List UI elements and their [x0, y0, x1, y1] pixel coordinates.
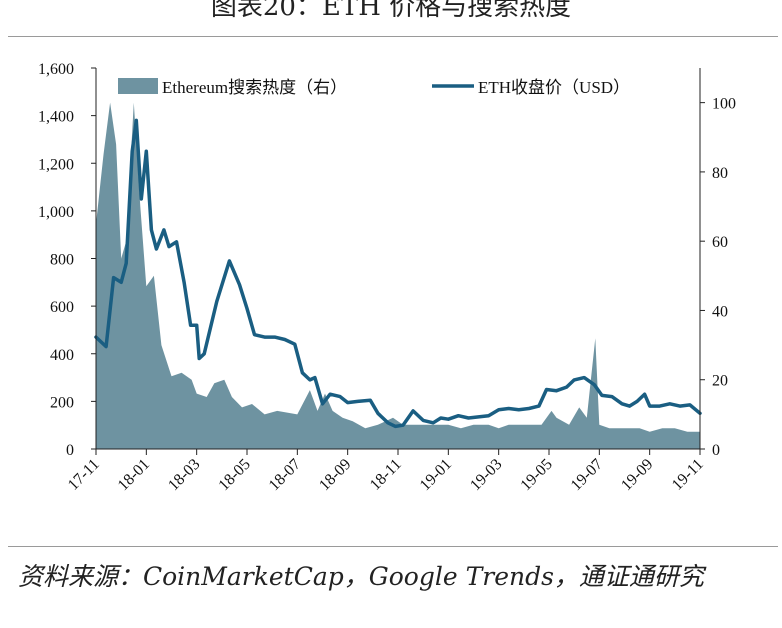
- x-tick-label: 19-05: [517, 456, 555, 494]
- left-tick-label: 400: [50, 347, 74, 364]
- x-tick-label: 19-11: [669, 456, 707, 494]
- left-tick-label: 0: [66, 442, 74, 459]
- x-tick-label: 18-07: [266, 456, 304, 494]
- top-divider: [8, 36, 778, 37]
- right-tick-label: 20: [712, 373, 728, 390]
- x-tick-label: 18-01: [115, 456, 153, 494]
- x-tick-label: 19-03: [467, 456, 505, 494]
- left-tick-label: 600: [50, 299, 74, 316]
- x-tick-label: 18-03: [165, 456, 203, 494]
- line-layer: [94, 118, 702, 429]
- left-tick-label: 200: [50, 394, 74, 411]
- x-tick-label: 18-09: [316, 456, 354, 494]
- chart-title: 图表20：ETH 价格与搜索热度: [210, 0, 572, 22]
- legend-area-label: Ethereum搜索热度（右）: [162, 78, 347, 97]
- source-note: 资料来源：CoinMarketCap，Google Trends，通证通研究: [18, 562, 704, 591]
- left-tick-label: 1,400: [38, 109, 74, 126]
- right-tick-label: 100: [712, 96, 736, 113]
- chart-plot: 0 200 400 600 800 1,000 1,200 1,400 1,600 0 20 40 60…: [38, 61, 736, 494]
- left-tick-label: 1,200: [38, 156, 74, 173]
- legend-line-label: ETH收盘价（USD）: [478, 78, 630, 97]
- left-tick-label: 1,600: [38, 61, 74, 78]
- x-tick-label: 19-07: [568, 456, 606, 494]
- right-tick-label: 0: [712, 442, 720, 459]
- right-tick-label: 80: [712, 165, 728, 182]
- search-heat-area: [96, 102, 700, 449]
- left-tick-label: 1,000: [38, 204, 74, 221]
- legend-area-swatch: [118, 78, 158, 94]
- x-tick-label: 17-11: [65, 456, 103, 494]
- x-tick-label: 19-01: [417, 456, 455, 494]
- eth-price-line: [94, 118, 702, 429]
- x-tick-label: 19-09: [618, 456, 656, 494]
- left-tick-label: 800: [50, 252, 74, 269]
- legend: Ethereum搜索热度（右） ETH收盘价（USD）: [118, 78, 630, 97]
- x-tick-label: 18-05: [215, 456, 253, 494]
- bottom-divider: [8, 546, 778, 547]
- x-tick-label: 18-11: [367, 456, 405, 494]
- area-layer: [96, 102, 700, 449]
- right-tick-label: 60: [712, 234, 728, 251]
- right-tick-label: 40: [712, 303, 728, 320]
